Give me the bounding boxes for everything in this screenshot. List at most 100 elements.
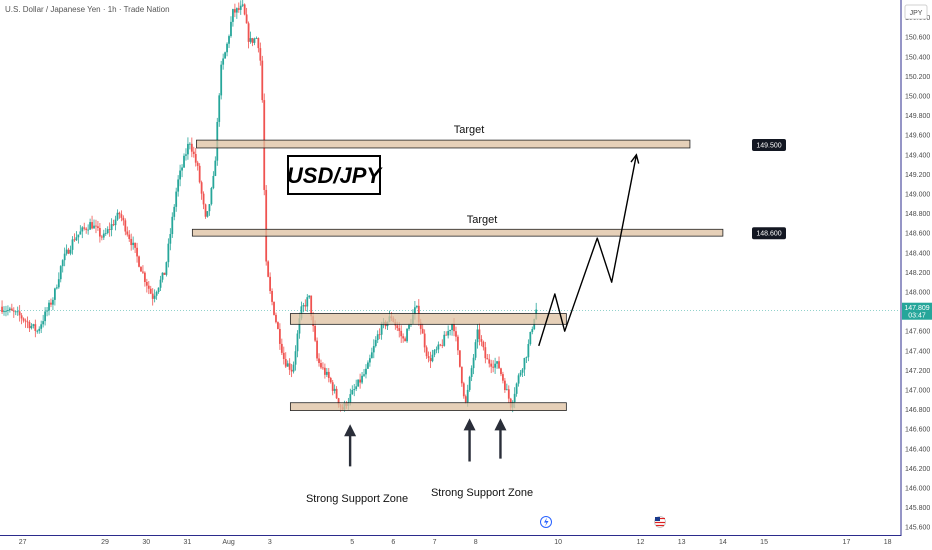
- candle-body: [372, 346, 375, 353]
- candle-body: [472, 357, 475, 369]
- target-zone-1[interactable]: [196, 139, 691, 149]
- candle-body: [525, 357, 528, 358]
- candle-body: [431, 354, 434, 362]
- candle-body: [1, 306, 3, 313]
- price-axis[interactable]: 150.800150.600150.400150.200150.000149.8…: [905, 15, 930, 532]
- candle-body: [151, 293, 154, 299]
- candle-body: [57, 279, 60, 288]
- candle-body: [273, 301, 275, 315]
- candle-body: [439, 344, 442, 346]
- candle-body: [494, 363, 497, 368]
- candle-body: [302, 305, 305, 307]
- currency-label: JPY: [910, 10, 923, 17]
- candle-body: [46, 310, 48, 312]
- candle-body: [351, 390, 354, 395]
- candle-body: [505, 389, 508, 391]
- y-tick-label: 146.600: [905, 427, 930, 434]
- candle-body: [12, 310, 15, 312]
- candle-body: [187, 143, 189, 155]
- candle-body: [147, 285, 150, 289]
- candle-body: [502, 374, 504, 381]
- candle-body: [5, 310, 7, 312]
- y-tick-label: 150.600: [905, 35, 930, 42]
- candle-body: [415, 305, 418, 308]
- candle-body: [181, 167, 183, 171]
- candle-body: [214, 160, 217, 176]
- candle-body: [421, 328, 424, 334]
- candle-body: [85, 228, 88, 230]
- target-label-2: Target: [467, 214, 498, 226]
- candle-body: [259, 48, 262, 61]
- candle-body: [118, 212, 121, 215]
- y-tick-label: 146.200: [905, 466, 930, 473]
- candle-body: [59, 266, 62, 280]
- time-axis[interactable]: 27 29 30 31 Aug 3 5 6 7 8 10 12 13 14 15 17 18: [19, 539, 892, 546]
- candle-body: [110, 224, 113, 230]
- candle-body: [98, 227, 101, 237]
- candle-body: [81, 227, 84, 232]
- candle-body: [423, 333, 426, 348]
- candle-body: [16, 311, 19, 313]
- candle-body: [155, 292, 158, 296]
- candle-body: [298, 318, 301, 334]
- candle-body: [130, 238, 133, 246]
- x-tick-label: 8: [474, 539, 478, 546]
- candle-body: [449, 330, 452, 332]
- candle-body: [69, 249, 72, 254]
- candle-body: [327, 371, 330, 378]
- candle-body: [406, 328, 408, 342]
- support-zone[interactable]: [289, 402, 567, 411]
- support-label-2: Strong Support Zone: [431, 487, 533, 499]
- candle-body: [173, 206, 176, 217]
- candle-body: [296, 333, 299, 352]
- candle-body: [314, 325, 317, 341]
- candle-body: [333, 388, 336, 391]
- current-price-tag: [902, 302, 932, 320]
- candle-body: [167, 243, 170, 263]
- candle-body: [140, 266, 142, 272]
- candle-body: [429, 358, 432, 362]
- candle-body: [310, 295, 313, 317]
- target-zone-2[interactable]: [191, 228, 724, 237]
- candle-body: [288, 363, 291, 370]
- candle-body: [355, 386, 358, 390]
- candle-body: [210, 188, 213, 205]
- candle-body: [460, 366, 463, 384]
- y-tick-label: 145.600: [905, 525, 930, 532]
- candle-body: [492, 366, 495, 368]
- candle-body: [408, 324, 410, 329]
- y-tick-label: 147.400: [905, 348, 930, 355]
- candle-body: [220, 64, 223, 96]
- candle-body: [367, 362, 369, 369]
- candle-body: [36, 330, 39, 332]
- candle-body: [102, 233, 105, 238]
- candle-body: [44, 311, 47, 322]
- candle-body: [507, 389, 510, 399]
- resistance-zone[interactable]: [289, 313, 567, 325]
- candle-body: [359, 379, 362, 383]
- candle-body: [224, 52, 227, 59]
- candle-body: [235, 8, 238, 13]
- candle-body: [503, 380, 506, 391]
- currency-box[interactable]: [904, 4, 928, 20]
- candle-body: [185, 154, 187, 156]
- candle-body: [83, 227, 86, 229]
- candle-body: [271, 290, 273, 302]
- candle-body: [349, 394, 352, 403]
- candle-body: [488, 359, 491, 364]
- projection-path[interactable]: [538, 154, 638, 347]
- candle-body: [331, 382, 334, 391]
- candle-body: [337, 398, 340, 405]
- candle-body: [71, 239, 74, 250]
- x-tick-label: 5: [350, 539, 354, 546]
- y-tick-label: 149.000: [905, 192, 930, 199]
- candle-body: [77, 234, 80, 238]
- candle-body: [40, 324, 43, 329]
- candle-body: [204, 204, 207, 217]
- candle-body: [20, 315, 23, 319]
- x-tick-label: 17: [843, 539, 851, 546]
- candle-body: [282, 352, 285, 359]
- y-tick-label: 148.000: [905, 289, 930, 296]
- candle-body: [257, 38, 260, 49]
